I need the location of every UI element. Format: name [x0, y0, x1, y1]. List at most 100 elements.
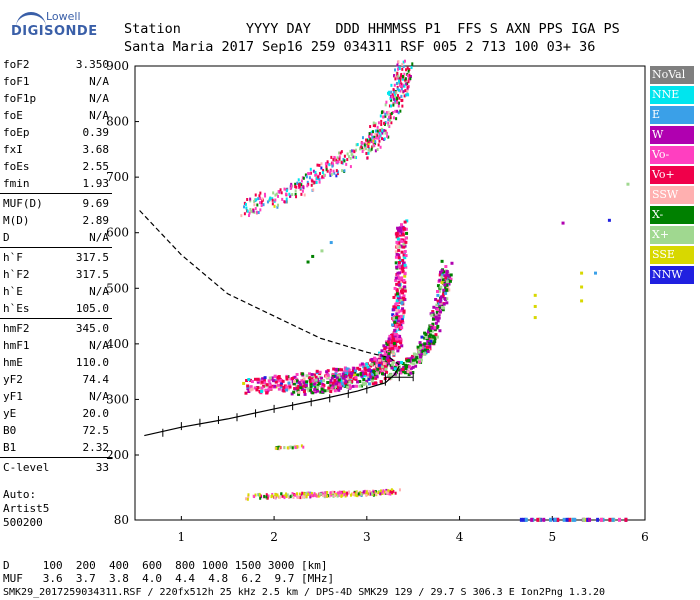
- trace-f2-x-point: [321, 390, 325, 394]
- trace-f2-o-point: [398, 337, 402, 341]
- trace-f2-x-point: [425, 345, 429, 349]
- trace-multihop-point: [340, 161, 343, 165]
- trace-f2-x-point: [438, 305, 442, 309]
- param-name: hmF2: [3, 322, 30, 335]
- trace-f2-o-point: [403, 297, 407, 301]
- trace-es2-point: [297, 445, 300, 449]
- trace-f2-x-point: [373, 370, 377, 374]
- trace-f2-o-point: [253, 386, 257, 390]
- trace-es-point: [368, 490, 371, 494]
- trace-multihop-point: [382, 110, 385, 114]
- trace-f2-x-point: [300, 387, 304, 391]
- isolated-point: [329, 241, 333, 245]
- trace-multihop-point: [260, 201, 263, 205]
- trace-multihop-point: [309, 167, 312, 171]
- trace-f2-x-point: [422, 352, 426, 356]
- trace-multihop-point: [387, 117, 390, 121]
- trace-multihop-point: [271, 197, 274, 201]
- trace-f2-o-point: [397, 248, 401, 252]
- trace-es2-point: [275, 446, 278, 450]
- trace-multihop-point: [249, 207, 252, 211]
- trace-f2-x-point: [437, 302, 441, 306]
- trace-multihop-point: [391, 94, 394, 98]
- trace-f2-x-point: [320, 387, 324, 391]
- trace-f2-x-point: [435, 326, 439, 330]
- trace-f2-o-point: [300, 379, 304, 383]
- trace-f2-o-point: [402, 261, 406, 265]
- auto-program: Artist5: [3, 502, 50, 515]
- trace-f2-x-point: [440, 275, 444, 279]
- auto-code: 500200: [3, 516, 43, 529]
- trace-es2-point: [288, 445, 291, 449]
- trace-f2-x-point: [413, 358, 417, 362]
- trace-multihop-point: [373, 137, 376, 141]
- trace-f2-x-point: [439, 298, 443, 302]
- trace-multihop-point: [322, 175, 325, 179]
- trace-multihop-point: [294, 192, 297, 196]
- trace-multihop-point: [406, 85, 409, 89]
- trace-f2-o-point: [397, 262, 401, 266]
- trace-es-point: [278, 495, 281, 499]
- trace-f2-x-point: [441, 294, 445, 298]
- trace-es-point: [336, 491, 339, 495]
- trace-f2-o-point: [392, 314, 396, 318]
- trace-es-point: [362, 490, 365, 494]
- trace-multihop-point: [393, 74, 396, 78]
- trace-f2-x-point: [431, 322, 435, 326]
- trace-multihop-point: [295, 195, 298, 199]
- trace-multihop-point: [371, 145, 374, 149]
- trace-f2-o-point: [395, 235, 399, 239]
- trace-f2-o-point: [374, 369, 378, 373]
- trace-multihop-point: [394, 109, 397, 113]
- trace-multihop-point: [403, 84, 406, 88]
- direction-legend: NoVal NNE E W Vo- Vo+ SSW X- X+ SSE NNW: [650, 66, 694, 286]
- trace-f2-x-point: [438, 300, 442, 304]
- trace-f2-o-point: [326, 376, 330, 380]
- trace-f2-o-point: [403, 263, 407, 267]
- param-row-b0: B0 72.5: [0, 422, 112, 439]
- trace-f2-o-point: [262, 384, 266, 388]
- trace-f2-x-point: [419, 343, 423, 347]
- trace-f2-o-point: [397, 261, 401, 265]
- trace-f2-o-point: [308, 372, 312, 376]
- trace-multihop-point: [393, 95, 396, 99]
- y-tick-label: 600: [106, 226, 129, 240]
- y-tick-label: 700: [106, 170, 129, 184]
- trace-f2-o-point: [395, 346, 399, 350]
- trace-es-point: [372, 493, 375, 497]
- trace-multihop-point: [329, 169, 332, 173]
- trace-es-point: [286, 493, 289, 497]
- trace-multihop-point: [318, 180, 321, 184]
- trace-es-point: [305, 494, 308, 498]
- trace-multihop-point: [353, 155, 356, 159]
- trace-f2-o-point: [403, 280, 407, 284]
- trace-f2-o-point: [285, 375, 289, 379]
- legend-item-nnw: NNW: [650, 266, 694, 284]
- trace-f2-o-point: [397, 310, 401, 314]
- trace-multihop-point: [296, 181, 299, 185]
- noise-point: [599, 517, 603, 522]
- trace-es-point: [263, 494, 266, 498]
- trace-f2-o-point: [398, 317, 402, 321]
- trace-f2-x-point: [431, 317, 435, 321]
- trace-multihop-point: [297, 183, 300, 187]
- trace-multihop-point: [370, 130, 373, 134]
- logo-line2: DIGISONDE: [11, 24, 98, 39]
- trace-multihop-point: [309, 171, 312, 175]
- trace-es-point: [364, 489, 367, 493]
- trace-f2-o-point: [249, 385, 253, 389]
- x-tick-label: 6: [641, 530, 649, 544]
- trace-multihop-point: [408, 75, 411, 79]
- trace-f2-x-point: [303, 392, 307, 396]
- trace-es-point: [265, 495, 268, 499]
- trace-multihop-point: [365, 140, 368, 144]
- trace-f2-x-point: [313, 387, 317, 391]
- trace-multihop-point: [404, 77, 407, 81]
- trace-multihop-point: [407, 69, 410, 73]
- param-value: N/A: [89, 75, 109, 88]
- trace-f2-o-point: [397, 319, 401, 323]
- param-value: N/A: [89, 285, 109, 298]
- trace-f2-o-point: [295, 377, 299, 381]
- param-value: 110.0: [75, 356, 109, 369]
- trace-f2-x-point: [356, 373, 360, 377]
